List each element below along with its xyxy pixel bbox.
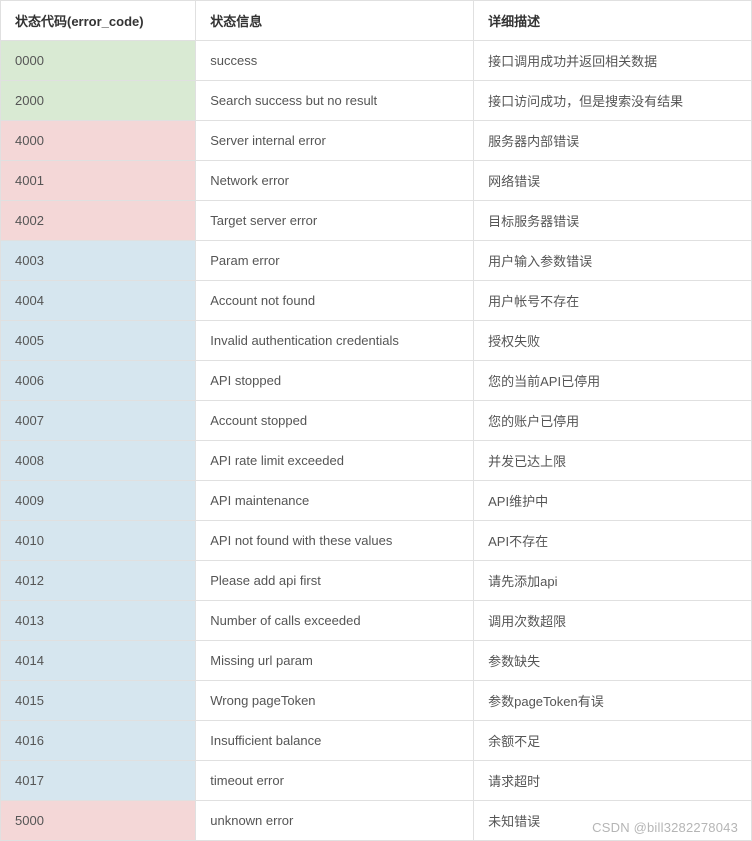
cell-description: 用户帐号不存在 [474, 281, 752, 321]
cell-status-info: Target server error [196, 201, 474, 241]
table-row: 4016Insufficient balance余额不足 [1, 721, 752, 761]
cell-error-code: 4004 [1, 281, 196, 321]
column-header-code: 状态代码(error_code) [1, 1, 196, 41]
cell-error-code: 4006 [1, 361, 196, 401]
cell-status-info: Please add api first [196, 561, 474, 601]
cell-description: 请求超时 [474, 761, 752, 801]
table-row: 4010API not found with these valuesAPI不存… [1, 521, 752, 561]
cell-error-code: 4009 [1, 481, 196, 521]
cell-status-info: timeout error [196, 761, 474, 801]
table-row: 4003Param error用户输入参数错误 [1, 241, 752, 281]
cell-description: 授权失败 [474, 321, 752, 361]
cell-error-code: 4000 [1, 121, 196, 161]
cell-description: API不存在 [474, 521, 752, 561]
table-row: 4009API maintenanceAPI维护中 [1, 481, 752, 521]
cell-description: 调用次数超限 [474, 601, 752, 641]
cell-error-code: 4010 [1, 521, 196, 561]
table-row: 4005Invalid authentication credentials授权… [1, 321, 752, 361]
cell-description: 服务器内部错误 [474, 121, 752, 161]
table-row: 4012Please add api first请先添加api [1, 561, 752, 601]
cell-error-code: 5000 [1, 801, 196, 841]
cell-description: 您的当前API已停用 [474, 361, 752, 401]
cell-status-info: Param error [196, 241, 474, 281]
table-row: 4002Target server error目标服务器错误 [1, 201, 752, 241]
cell-error-code: 4016 [1, 721, 196, 761]
cell-description: 参数缺失 [474, 641, 752, 681]
error-code-table: 状态代码(error_code) 状态信息 详细描述 0000success接口… [0, 0, 752, 841]
cell-status-info: success [196, 41, 474, 81]
cell-error-code: 4015 [1, 681, 196, 721]
cell-error-code: 4012 [1, 561, 196, 601]
cell-status-info: Wrong pageToken [196, 681, 474, 721]
cell-description: 接口调用成功并返回相关数据 [474, 41, 752, 81]
cell-status-info: API maintenance [196, 481, 474, 521]
table-row: 4006API stopped您的当前API已停用 [1, 361, 752, 401]
cell-description: 未知错误 [474, 801, 752, 841]
cell-status-info: API rate limit exceeded [196, 441, 474, 481]
cell-status-info: Invalid authentication credentials [196, 321, 474, 361]
cell-status-info: Account stopped [196, 401, 474, 441]
cell-description: 余额不足 [474, 721, 752, 761]
cell-status-info: Account not found [196, 281, 474, 321]
cell-status-info: Search success but no result [196, 81, 474, 121]
column-header-info: 状态信息 [196, 1, 474, 41]
cell-error-code: 4013 [1, 601, 196, 641]
cell-description: 网络错误 [474, 161, 752, 201]
column-header-desc: 详细描述 [474, 1, 752, 41]
table-row: 4001Network error网络错误 [1, 161, 752, 201]
cell-status-info: unknown error [196, 801, 474, 841]
cell-status-info: Insufficient balance [196, 721, 474, 761]
cell-status-info: Number of calls exceeded [196, 601, 474, 641]
cell-error-code: 4001 [1, 161, 196, 201]
cell-description: 并发已达上限 [474, 441, 752, 481]
cell-description: 接口访问成功，但是搜索没有结果 [474, 81, 752, 121]
table-row: 4014Missing url param参数缺失 [1, 641, 752, 681]
cell-error-code: 4003 [1, 241, 196, 281]
cell-description: 目标服务器错误 [474, 201, 752, 241]
table-row: 4008API rate limit exceeded并发已达上限 [1, 441, 752, 481]
table-row: 0000success接口调用成功并返回相关数据 [1, 41, 752, 81]
cell-error-code: 4014 [1, 641, 196, 681]
cell-status-info: Server internal error [196, 121, 474, 161]
table-row: 2000Search success but no result接口访问成功，但… [1, 81, 752, 121]
cell-error-code: 4005 [1, 321, 196, 361]
table-row: 4000Server internal error服务器内部错误 [1, 121, 752, 161]
table-row: 5000unknown error未知错误 [1, 801, 752, 841]
cell-description: 请先添加api [474, 561, 752, 601]
cell-status-info: API stopped [196, 361, 474, 401]
table-row: 4004Account not found用户帐号不存在 [1, 281, 752, 321]
cell-description: 参数pageToken有误 [474, 681, 752, 721]
table-header-row: 状态代码(error_code) 状态信息 详细描述 [1, 1, 752, 41]
cell-description: 用户输入参数错误 [474, 241, 752, 281]
table-row: 4007Account stopped您的账户已停用 [1, 401, 752, 441]
cell-status-info: Missing url param [196, 641, 474, 681]
table-row: 4013Number of calls exceeded调用次数超限 [1, 601, 752, 641]
cell-status-info: API not found with these values [196, 521, 474, 561]
cell-error-code: 0000 [1, 41, 196, 81]
cell-status-info: Network error [196, 161, 474, 201]
cell-description: API维护中 [474, 481, 752, 521]
cell-error-code: 4017 [1, 761, 196, 801]
cell-description: 您的账户已停用 [474, 401, 752, 441]
cell-error-code: 4002 [1, 201, 196, 241]
cell-error-code: 4007 [1, 401, 196, 441]
cell-error-code: 2000 [1, 81, 196, 121]
table-row: 4017timeout error请求超时 [1, 761, 752, 801]
cell-error-code: 4008 [1, 441, 196, 481]
table-row: 4015Wrong pageToken参数pageToken有误 [1, 681, 752, 721]
